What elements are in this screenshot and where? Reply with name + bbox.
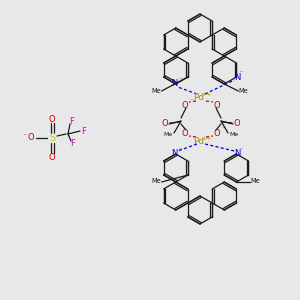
Text: O: O — [162, 119, 168, 128]
Text: Me: Me — [164, 133, 172, 137]
Text: ⁻: ⁻ — [178, 148, 182, 154]
Text: Me: Me — [230, 133, 238, 137]
Text: N: N — [172, 80, 178, 88]
Text: O: O — [214, 100, 220, 109]
Text: ⁻: ⁻ — [240, 71, 243, 76]
Text: Pd: Pd — [194, 92, 205, 101]
Text: F: F — [70, 140, 75, 148]
Text: O: O — [182, 100, 188, 109]
Text: ++: ++ — [202, 136, 212, 140]
Text: O: O — [214, 128, 220, 137]
Text: Me: Me — [250, 178, 260, 184]
Text: O: O — [49, 115, 55, 124]
Text: Me: Me — [152, 88, 161, 94]
Text: S: S — [49, 133, 55, 143]
Text: Pd: Pd — [194, 136, 205, 146]
Text: O: O — [182, 128, 188, 137]
Text: Me: Me — [238, 88, 248, 94]
Text: N: N — [234, 73, 241, 82]
Text: O: O — [234, 119, 240, 128]
Text: ⁻: ⁻ — [178, 79, 182, 83]
Text: N: N — [172, 149, 178, 158]
Text: O: O — [49, 152, 55, 161]
Text: ⁻: ⁻ — [221, 128, 225, 133]
Text: Me: Me — [152, 178, 161, 184]
Text: F: F — [70, 116, 74, 125]
Text: F: F — [82, 127, 86, 136]
Text: ++: ++ — [202, 92, 212, 97]
Text: O: O — [28, 134, 34, 142]
Text: ⁻: ⁻ — [240, 148, 243, 154]
Text: ⁻: ⁻ — [189, 100, 193, 104]
Text: N: N — [234, 149, 241, 158]
Text: ⁻: ⁻ — [22, 133, 26, 139]
